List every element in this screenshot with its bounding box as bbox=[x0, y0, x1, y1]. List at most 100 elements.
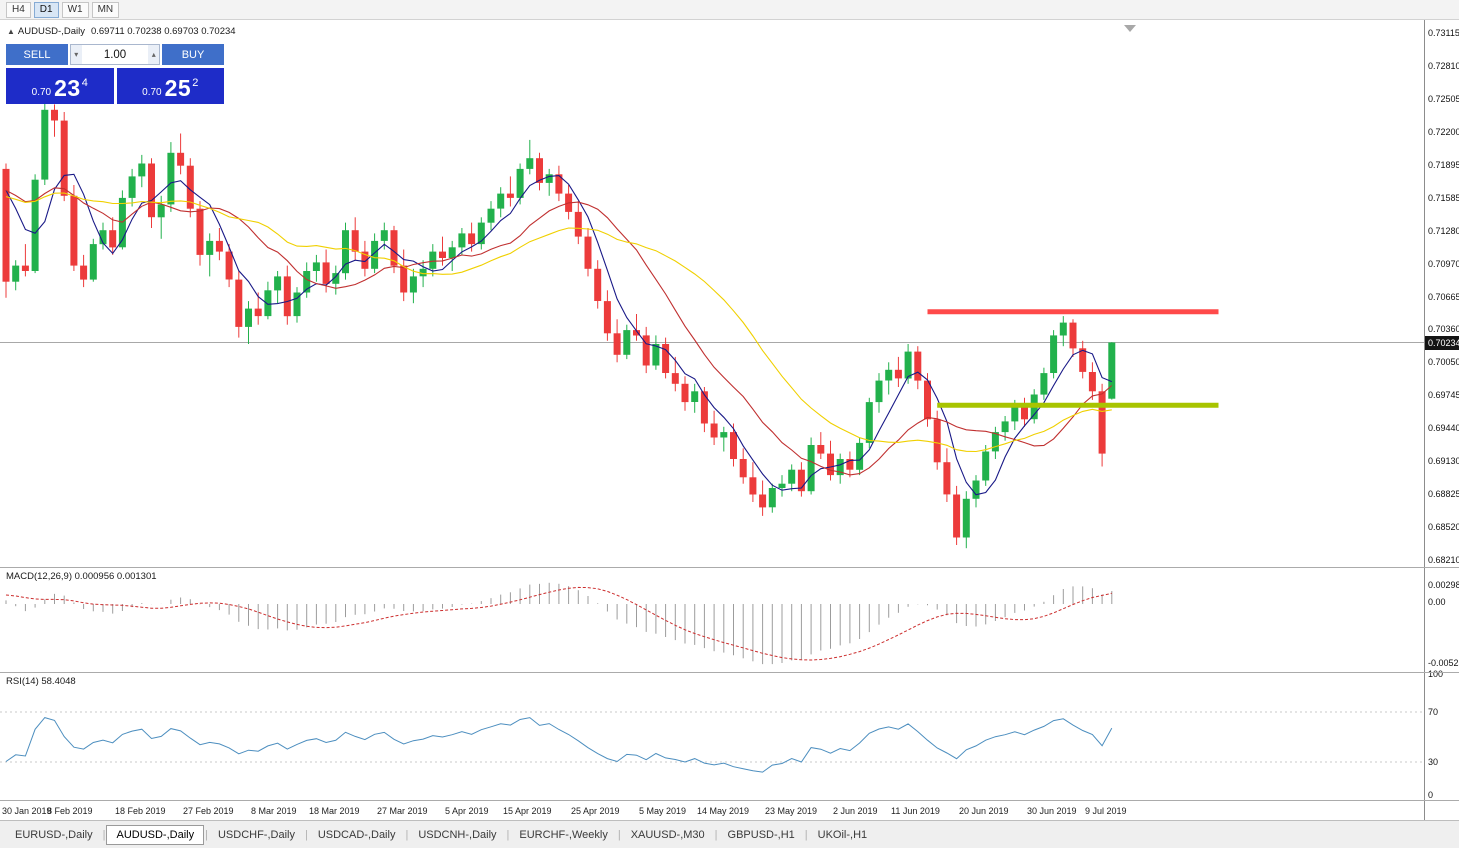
rsi-line bbox=[5, 717, 1113, 773]
symbol-label: AUDUSD-,Daily bbox=[17, 26, 85, 37]
rsi-axis-label: 0 bbox=[1428, 790, 1434, 800]
chart-tab-bar: EURUSD-,Daily | AUDUSD-,Daily | USDCHF-,Dail… bbox=[0, 820, 1459, 848]
chart-tab-usdchf[interactable]: USDCHF-,Daily bbox=[217, 828, 295, 841]
timeframe-button-w1[interactable]: W1 bbox=[61, 1, 89, 18]
moving-average-13 bbox=[5, 187, 1113, 476]
date-axis-label: 14 May 2019 bbox=[697, 806, 750, 816]
volume-input[interactable] bbox=[81, 45, 149, 64]
tab-separator: | bbox=[304, 828, 308, 841]
price-axis-label: 0.69440 bbox=[1428, 423, 1459, 434]
chart-symbol-header: ▲ AUDUSD-,Daily 0.69711 0.70238 0.69703 0.… bbox=[7, 26, 236, 37]
date-axis-label: 27 Feb 2019 bbox=[183, 806, 234, 816]
chart-tab-ukoil[interactable]: UKOil-,H1 bbox=[817, 828, 868, 841]
price-axis-label: 0.72200 bbox=[1428, 126, 1459, 137]
buy-price-big-digits: 25 bbox=[164, 75, 192, 101]
tab-separator: | bbox=[102, 828, 106, 841]
buy-button[interactable]: BUY bbox=[162, 44, 224, 65]
timeframe-button-d1[interactable]: D1 bbox=[33, 1, 59, 18]
chart-tab-eurusd[interactable]: EURUSD-,Daily bbox=[15, 828, 93, 841]
tab-separator: | bbox=[617, 828, 621, 841]
date-axis-label: 15 Apr 2019 bbox=[503, 806, 552, 816]
date-axis-label: 30 Jan 2019 bbox=[2, 806, 52, 816]
price-axis-label: 0.69745 bbox=[1428, 390, 1459, 401]
date-axis-label: 5 May 2019 bbox=[639, 806, 687, 816]
chart-tab-usdcnh[interactable]: USDCNH-,Daily bbox=[418, 828, 497, 841]
tab-separator: | bbox=[506, 828, 510, 841]
date-axis-label: 18 Mar 2019 bbox=[309, 806, 360, 816]
date-axis-label: 30 Jun 2019 bbox=[1027, 806, 1077, 816]
moving-average-24 bbox=[5, 192, 1112, 453]
price-axis[interactable]: 0.73115 0.72810 0.72505 0.72200 0.71895 0.715… bbox=[1424, 20, 1459, 820]
macd-axis-label: 0.00 bbox=[1428, 597, 1446, 607]
chart-tab-audusd[interactable]: AUDUSD-,Daily bbox=[106, 824, 205, 845]
macd-axis-label: -0.00525 bbox=[1428, 658, 1459, 668]
date-axis-label: 9 Jul 2019 bbox=[1085, 806, 1127, 816]
one-click-collapse-icon[interactable]: ▲ bbox=[7, 27, 15, 36]
price-axis-label: 0.68520 bbox=[1428, 522, 1459, 533]
date-axis-label: 8 Mar 2019 bbox=[251, 806, 297, 816]
macd-histogram bbox=[5, 582, 1113, 665]
date-axis-label: 23 May 2019 bbox=[765, 806, 818, 816]
date-axis-label: 25 Apr 2019 bbox=[571, 806, 620, 816]
price-axis-label: 0.70665 bbox=[1428, 291, 1459, 302]
tab-separator: | bbox=[205, 828, 208, 841]
timeframe-button-mn[interactable]: MN bbox=[91, 1, 120, 18]
price-axis-label: 0.70360 bbox=[1428, 324, 1459, 335]
pane-separator-dates bbox=[0, 800, 1459, 801]
pane-separator-macd[interactable] bbox=[0, 567, 1459, 568]
price-axis-label: 0.68210 bbox=[1428, 555, 1459, 565]
chart-tab-xauusd[interactable]: XAUUSD-,M30 bbox=[630, 828, 705, 841]
sell-price-big-digits: 23 bbox=[54, 75, 81, 101]
price-axis-label: 0.71895 bbox=[1428, 159, 1459, 170]
price-axis-label: 0.71280 bbox=[1428, 225, 1459, 236]
buy-price-box[interactable]: 0.70 25 2 bbox=[116, 68, 224, 104]
timeframe-toolbar: H4 D1 W1 MN bbox=[0, 0, 1459, 20]
chart-shift-marker[interactable] bbox=[1124, 25, 1136, 32]
price-axis-label: 0.72505 bbox=[1428, 93, 1459, 104]
tab-separator: | bbox=[405, 828, 409, 841]
sell-price-pip-digit: 4 bbox=[81, 77, 88, 89]
date-axis-label: 2 Jun 2019 bbox=[833, 806, 878, 816]
macd-axis-label: 0.00298 bbox=[1428, 580, 1459, 590]
date-axis[interactable]: 30 Jan 2019 8 Feb 2019 18 Feb 2019 27 Feb 2… bbox=[0, 800, 1424, 820]
rsi-axis-label: 70 bbox=[1428, 707, 1439, 717]
price-axis-label: 0.72810 bbox=[1428, 60, 1459, 71]
timeframe-button-h4[interactable]: H4 bbox=[6, 1, 31, 18]
sell-price-box[interactable]: 0.70 23 4 bbox=[6, 68, 114, 104]
date-axis-label: 20 Jun 2019 bbox=[959, 806, 1009, 816]
price-axis-label: 0.69130 bbox=[1428, 456, 1459, 467]
price-axis-label: 0.71585 bbox=[1428, 192, 1459, 203]
price-axis-label: 0.70970 bbox=[1428, 258, 1459, 269]
date-axis-label: 8 Feb 2019 bbox=[47, 806, 93, 816]
volume-decrease-icon[interactable]: ▾ bbox=[71, 45, 82, 64]
sell-price-prefix: 0.70 bbox=[31, 87, 52, 98]
tab-separator: | bbox=[714, 828, 718, 841]
date-axis-label: 27 Mar 2019 bbox=[377, 806, 428, 816]
chart-tab-gbpusd[interactable]: GBPUSD-,H1 bbox=[727, 828, 795, 841]
tab-separator: | bbox=[804, 828, 808, 841]
chart-tab-usdcad[interactable]: USDCAD-,Daily bbox=[317, 828, 396, 841]
price-axis-label: 0.68825 bbox=[1428, 489, 1459, 500]
volume-field: ▾ ▴ bbox=[70, 44, 160, 65]
macd-signal-line bbox=[5, 586, 1112, 661]
date-axis-label: 11 Jun 2019 bbox=[891, 806, 940, 816]
ohlc-values: 0.69711 0.70238 0.69703 0.70234 bbox=[90, 26, 236, 37]
buy-price-prefix: 0.70 bbox=[142, 87, 162, 98]
rsi-indicator-label: RSI(14) 58.4048 bbox=[6, 676, 76, 687]
moving-average-5 bbox=[5, 173, 1113, 496]
macd-indicator-label: MACD(12,26,9) 0.000956 0.001301 bbox=[6, 571, 157, 582]
volume-increase-icon[interactable]: ▴ bbox=[148, 45, 160, 64]
buy-price-pip-digit: 2 bbox=[192, 77, 199, 89]
price-axis-label: 0.73115 bbox=[1428, 28, 1459, 38]
price-axis-label: 0.70050 bbox=[1428, 357, 1459, 368]
date-axis-label: 18 Feb 2019 bbox=[115, 806, 166, 816]
candles bbox=[2, 101, 1116, 549]
rsi-axis-label: 100 bbox=[1428, 669, 1444, 679]
sell-button[interactable]: SELL bbox=[6, 44, 68, 65]
date-axis-label: 5 Apr 2019 bbox=[445, 806, 489, 816]
pane-separator-rsi[interactable] bbox=[0, 672, 1459, 673]
current-price-tag: 0.70234 bbox=[1425, 335, 1459, 350]
chart-tab-eurchf[interactable]: EURCHF-,Weekly bbox=[519, 828, 608, 841]
chart-canvas[interactable] bbox=[0, 20, 1424, 800]
